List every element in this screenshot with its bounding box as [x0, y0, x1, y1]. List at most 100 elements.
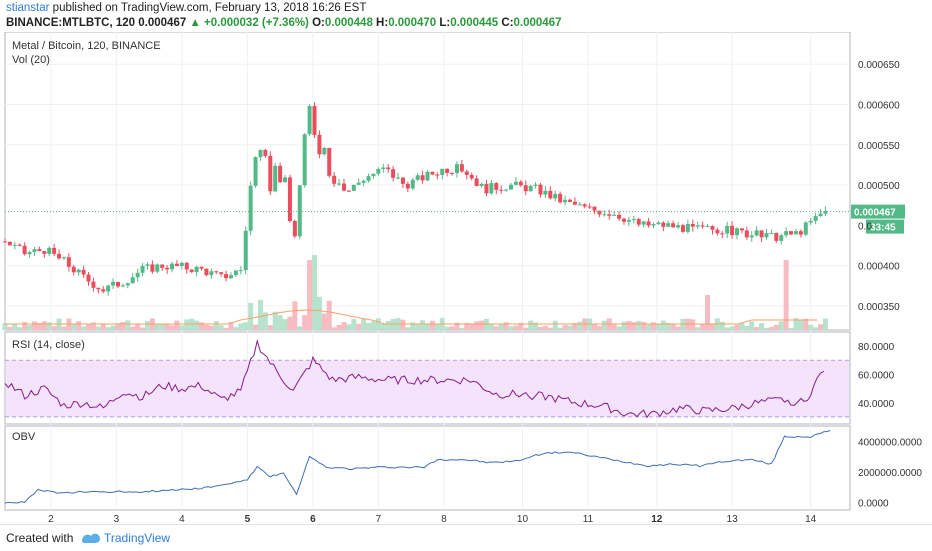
rsi-line	[4, 339, 825, 419]
volume-bar	[763, 327, 769, 330]
volume-bar	[611, 324, 617, 330]
candle-body	[209, 271, 214, 276]
open-value: 0.000448	[324, 17, 373, 29]
candle-body	[685, 224, 690, 232]
candle-body	[725, 225, 730, 234]
candle-body	[710, 226, 715, 230]
candle-body	[612, 214, 617, 216]
volume-bar	[454, 322, 460, 330]
candle-body	[558, 193, 563, 203]
volume-bar	[385, 320, 391, 330]
volume-bar	[768, 327, 774, 330]
candle-body	[189, 269, 194, 273]
volume-bar	[655, 324, 661, 330]
volume-bar	[596, 325, 602, 330]
volume-bar	[793, 318, 799, 330]
chart-header: stianstar published on TradingView.com, …	[0, 0, 932, 32]
volume-bar	[778, 321, 784, 330]
candle-body	[76, 269, 81, 273]
volume-bar	[95, 326, 101, 330]
volume-bar	[557, 327, 563, 330]
time-tick-label: 5	[245, 514, 251, 524]
volume-bar	[813, 327, 819, 330]
tradingview-logo-icon	[82, 533, 100, 543]
candle-body	[332, 175, 337, 184]
volume-bar	[331, 327, 337, 330]
author-link[interactable]: stianstar	[6, 2, 50, 14]
candle-body	[435, 174, 440, 176]
volume-bar	[110, 325, 116, 330]
price-tick-label: 0.0	[858, 222, 872, 233]
candle-body	[410, 179, 415, 189]
volume-bar	[105, 327, 111, 330]
candle-body	[57, 253, 62, 259]
candle-body	[135, 272, 140, 278]
chart-svg[interactable]: 0.000650 0.000600 0.000550 0.000500 0.000400…	[0, 31, 932, 525]
volume-bar	[631, 322, 637, 330]
volume-bar	[783, 260, 789, 330]
volume-bar	[71, 323, 77, 330]
volume-bar	[184, 319, 190, 330]
volume-bar	[233, 327, 239, 330]
volume-bar	[46, 322, 52, 330]
volume-bar	[346, 324, 352, 330]
price-tag-label: 0.000467	[854, 208, 896, 219]
candle-body	[204, 268, 209, 276]
volume-bar	[621, 321, 627, 330]
volume-bar	[312, 255, 318, 330]
volume-bar	[434, 324, 440, 330]
volume-bar	[469, 324, 475, 330]
volume-bar	[297, 326, 303, 330]
candle-body	[744, 230, 749, 238]
volume-bar	[420, 320, 426, 330]
candle-body	[219, 272, 224, 275]
volume-bar	[641, 321, 647, 330]
volume-bar	[808, 324, 814, 330]
candle-body	[759, 230, 764, 238]
volume-bar	[739, 322, 745, 330]
volume-bar	[257, 299, 263, 330]
chart-area[interactable]: 0.000650 0.000600 0.000550 0.000500 0.000400…	[0, 31, 932, 525]
volume-bar	[616, 326, 622, 330]
volume-bar	[636, 320, 642, 330]
obv-pane[interactable]	[4, 425, 851, 511]
obv-line	[4, 430, 831, 504]
low-value: 0.000445	[450, 17, 499, 29]
candle-body	[523, 185, 528, 192]
published-text: published on TradingView.com, February 1…	[52, 2, 367, 14]
candle-body	[528, 185, 533, 192]
candle-body	[194, 266, 199, 273]
candle-body	[705, 226, 710, 228]
volume-bar	[351, 318, 357, 330]
high-label: H:	[376, 17, 389, 29]
candle-body	[81, 269, 86, 275]
volume-bar	[498, 323, 504, 330]
candle-body	[671, 223, 676, 228]
volume-bar	[537, 326, 543, 330]
volume-bar	[749, 321, 755, 330]
volume-bar	[243, 322, 249, 330]
volume-bar	[705, 295, 711, 330]
volume-bar	[503, 322, 509, 330]
tradingview-brand[interactable]: TradingView	[104, 531, 171, 545]
candle-body	[543, 190, 548, 195]
candle-body	[381, 167, 386, 170]
candle-body	[440, 168, 445, 175]
candle-body	[263, 150, 268, 156]
candle-body	[268, 155, 273, 192]
candle-body	[823, 211, 828, 214]
candle-body	[111, 281, 116, 286]
volume-bar	[626, 320, 632, 330]
price-change: +0.000032 (+7.36%)	[204, 17, 309, 29]
candle-body	[130, 277, 135, 284]
candle-body	[27, 252, 32, 255]
candle-body	[3, 241, 7, 243]
volume-bar	[86, 323, 92, 330]
candle-body	[327, 147, 332, 176]
volume-bar	[690, 319, 696, 330]
candle-body	[47, 247, 52, 254]
candle-body	[391, 169, 396, 178]
time-tick-label: 10	[517, 514, 529, 524]
volume-bar	[724, 327, 730, 330]
volume-bar	[81, 326, 87, 330]
